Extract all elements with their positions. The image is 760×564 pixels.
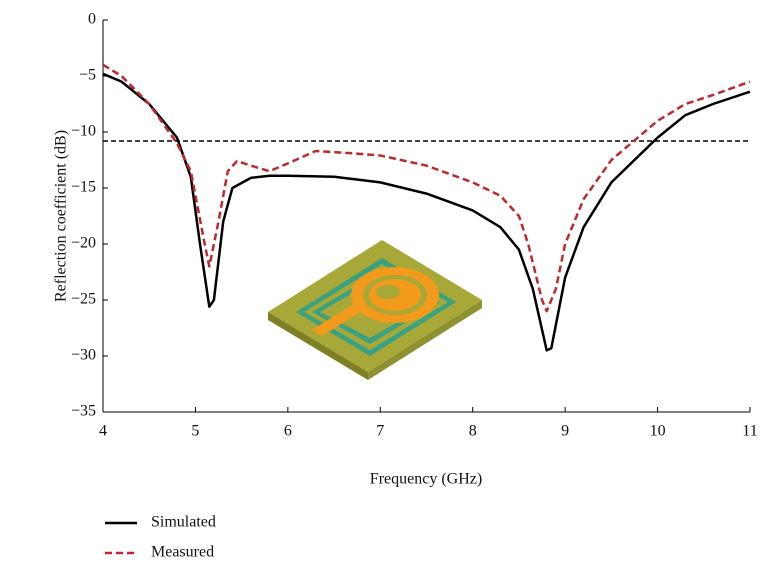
y-tick-label: −20 [71, 235, 96, 252]
y-axis-label: Reflection coefficient (dB) [53, 130, 70, 302]
y-tick-label: −25 [71, 291, 96, 308]
antenna-inset [268, 240, 482, 380]
y-tick-label: −15 [71, 179, 96, 196]
x-tick-label: 8 [469, 423, 477, 440]
legend-label: Simulated [151, 514, 216, 531]
y-tick-label: −10 [71, 123, 96, 140]
x-tick-label: 5 [191, 423, 199, 440]
x-tick-label: 6 [284, 423, 292, 440]
legend-label: Measured [151, 544, 214, 561]
x-tick-label: 7 [376, 423, 384, 440]
x-tick-label: 10 [650, 423, 666, 440]
x-tick-label: 4 [99, 423, 107, 440]
y-tick-label: −35 [71, 403, 96, 420]
chart: Reflection coefficient (dB) Frequency (G… [0, 0, 760, 564]
y-tick-label: −30 [71, 347, 96, 364]
x-tick-label: 11 [742, 423, 757, 440]
x-axis-label: Frequency (GHz) [370, 471, 482, 488]
x-tick-label: 9 [561, 423, 569, 440]
y-tick-label: −5 [79, 67, 96, 84]
y-tick-label: 0 [88, 11, 96, 28]
